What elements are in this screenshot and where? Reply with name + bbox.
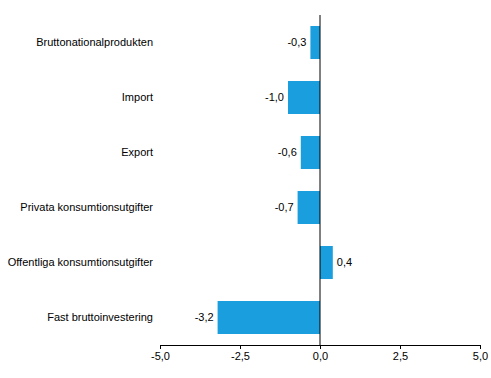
x-tick-mark — [480, 345, 481, 349]
x-tick-label: 2,5 — [393, 350, 408, 362]
category-label: Offentliga konsumtionsutgifter — [8, 256, 154, 268]
y-tick: Offentliga konsumtionsutgifter — [8, 256, 154, 268]
data-label: -3,2 — [195, 311, 214, 323]
data-label: 0,4 — [337, 256, 352, 268]
x-tick-mark — [160, 345, 161, 349]
bar — [320, 246, 333, 279]
x-tick: 5,0 — [473, 345, 488, 362]
x-tick-label: -2,5 — [231, 350, 250, 362]
category-label: Privata konsumtionsutgifter — [20, 201, 153, 213]
y-tick: Privata konsumtionsutgifter — [20, 201, 153, 213]
bar — [218, 301, 320, 334]
plot: -5,0 -2,5 0,0 2,5 5,0 Bruttonationalprodukten… — [8, 15, 488, 362]
x-tick: 0,0 — [313, 345, 328, 362]
y-axis: Bruttonationalprodukten Import Export Priva… — [8, 36, 154, 323]
x-tick-label: -5,0 — [151, 350, 170, 362]
data-labels: -0,3 -1,0 -0,6 -0,7 0,4 -3,2 — [195, 36, 352, 323]
bars — [218, 26, 333, 334]
bar — [301, 136, 320, 169]
y-tick: Export — [121, 146, 153, 158]
x-axis: -5,0 -2,5 0,0 2,5 5,0 — [151, 345, 488, 362]
x-tick: 2,5 — [393, 345, 408, 362]
x-tick-mark — [400, 345, 401, 349]
x-tick: -5,0 — [151, 345, 170, 362]
y-tick: Import — [122, 91, 153, 103]
x-tick-mark — [240, 345, 241, 349]
category-label: Fast bruttoinvestering — [47, 311, 153, 323]
chart: -5,0 -2,5 0,0 2,5 5,0 Bruttonationalprodukten… — [0, 0, 491, 378]
x-tick-label: 5,0 — [473, 350, 488, 362]
bar — [310, 26, 320, 59]
data-label: -0,7 — [275, 201, 294, 213]
data-label: -0,6 — [278, 146, 297, 158]
zero-line — [320, 15, 321, 345]
bar — [288, 81, 320, 114]
x-tick-label: 0,0 — [313, 350, 328, 362]
category-label: Export — [121, 146, 153, 158]
category-label: Bruttonationalprodukten — [36, 36, 153, 48]
x-axis-line — [161, 346, 481, 350]
category-label: Import — [122, 91, 153, 103]
data-label: -1,0 — [265, 91, 284, 103]
bar — [298, 191, 320, 224]
x-tick-mark — [320, 345, 321, 349]
y-tick: Fast bruttoinvestering — [47, 311, 153, 323]
data-label: -0,3 — [287, 36, 306, 48]
y-tick: Bruttonationalprodukten — [36, 36, 153, 48]
x-tick: -2,5 — [231, 345, 250, 362]
